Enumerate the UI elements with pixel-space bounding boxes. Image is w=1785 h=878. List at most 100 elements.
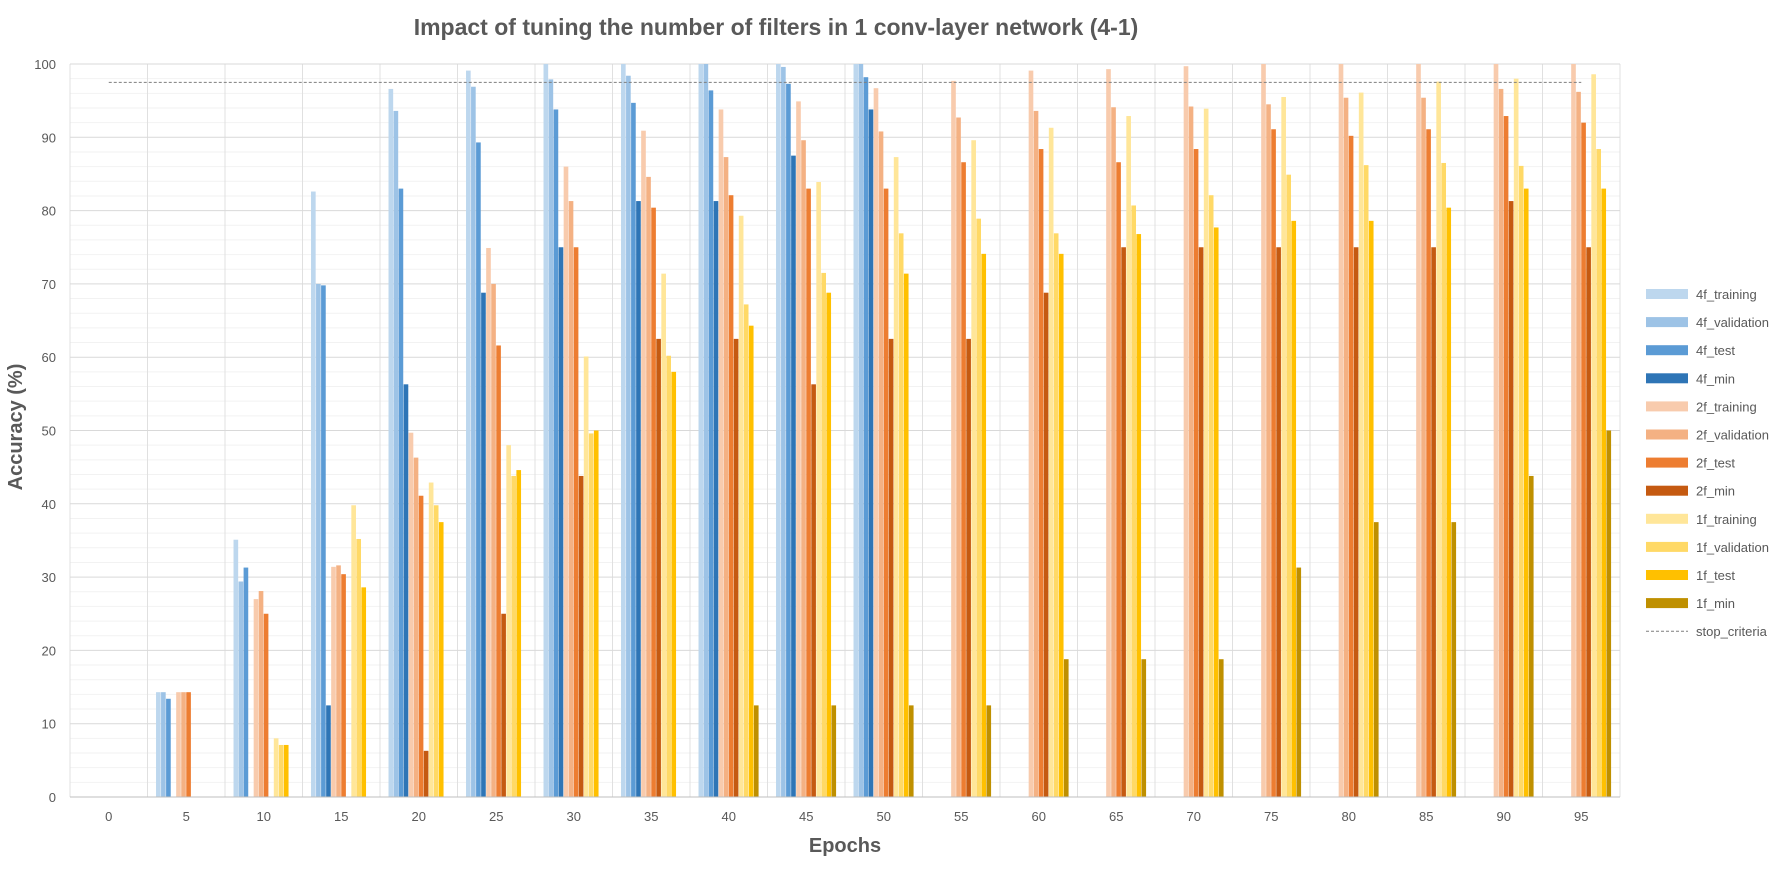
bar-1f_test-80 [1368, 220, 1374, 798]
y-tick-label: 20 [42, 643, 56, 658]
bar-2f_test-25 [496, 345, 501, 797]
bar-4f_min-30 [558, 247, 564, 797]
bar-2f_validation-75 [1266, 104, 1271, 797]
bar-2f_training-55 [951, 80, 956, 798]
bar-1f_validation-20 [433, 505, 439, 797]
legend-swatch-2f_test [1646, 457, 1688, 468]
axes: 0 10 20 30 40 50 60 70 80 90 100 0 5 10 15 20 25 30 35 40 45… [34, 57, 1620, 824]
bar-1f_training-95 [1591, 74, 1596, 797]
bar-2f_training-60 [1028, 70, 1034, 798]
bar-4f_test-30 [553, 109, 559, 797]
bar-2f_test-15 [341, 574, 346, 797]
bar-2f_training-95 [1571, 64, 1576, 797]
bar-2f_min-70 [1198, 247, 1204, 797]
bar-1f_min-75 [1296, 567, 1302, 797]
bar-4f_test-20 [398, 188, 404, 798]
bar-2f_test-75 [1271, 129, 1276, 798]
legend-swatch-4f_training [1646, 289, 1688, 299]
legend-label-4f_test: 4f_test [1696, 343, 1735, 358]
bar-2f_training-90 [1493, 64, 1499, 797]
bar-1f_training-85 [1436, 81, 1441, 798]
y-tick-label: 60 [42, 350, 56, 365]
bar-4f_validation-25 [471, 86, 476, 798]
x-tick-label: 55 [954, 809, 968, 824]
bar-2f_min-40 [733, 338, 739, 798]
bar-1f_training-50 [893, 157, 899, 798]
legend-label-4f_training: 4f_training [1696, 287, 1757, 302]
x-tick-label: 65 [1109, 809, 1123, 824]
bar-4f_training-50 [853, 64, 859, 797]
bar-4f_validation-35 [626, 75, 631, 798]
bar-1f_test-30 [593, 430, 599, 797]
bar-1f_validation-65 [1131, 205, 1136, 798]
bar-1f_validation-30 [588, 433, 594, 797]
bar-1f_training-45 [816, 182, 821, 797]
bar-1f_validation-35 [666, 355, 671, 797]
bar-2f_training-25 [486, 247, 491, 798]
bar-2f_test-80 [1348, 135, 1354, 797]
y-tick-label: 70 [42, 277, 56, 292]
bar-1f_validation-50 [898, 233, 904, 797]
legend-label-stop-criteria: stop_criteria [1696, 624, 1768, 639]
y-tick-label: 90 [42, 130, 56, 145]
x-tick-label: 95 [1574, 809, 1588, 824]
bar-4f_validation-10 [238, 581, 244, 797]
bar-1f_min-70 [1218, 659, 1224, 797]
bar-4f_validation-50 [858, 64, 864, 797]
bar-1f_training-10 [273, 738, 279, 797]
bar-4f_validation-5 [161, 692, 166, 797]
bar-2f_test-90 [1503, 116, 1509, 798]
bar-2f_min-60 [1043, 292, 1049, 797]
bar-1f_test-65 [1136, 234, 1142, 797]
x-tick-label: 30 [567, 809, 581, 824]
bar-1f_min-95 [1606, 430, 1612, 797]
bar-1f_training-25 [506, 445, 511, 797]
bar-4f_training-5 [156, 692, 161, 797]
legend-label-2f_training: 2f_training [1696, 399, 1757, 414]
legend-swatch-4f_validation [1646, 317, 1688, 328]
bar-4f_test-25 [476, 142, 481, 797]
bar-1f_test-50 [903, 273, 909, 797]
bar-4f_validation-45 [781, 66, 786, 798]
bar-2f_min-50 [888, 338, 894, 798]
bar-4f_test-50 [863, 77, 869, 797]
bar-1f_validation-40 [743, 304, 749, 797]
bar-2f_min-80 [1353, 247, 1359, 797]
legend-swatch-4f_test [1646, 345, 1688, 356]
bar-1f_min-65 [1141, 659, 1147, 797]
x-tick-label: 70 [1187, 809, 1201, 824]
bar-1f_validation-95 [1596, 149, 1601, 797]
legend-swatch-1f_training [1646, 513, 1688, 524]
bar-2f_test-60 [1038, 149, 1044, 797]
bar-1f_training-35 [661, 273, 666, 797]
x-tick-label: 50 [877, 809, 891, 824]
bar-4f_validation-20 [393, 110, 399, 797]
bar-1f_test-55 [981, 253, 987, 798]
bar-1f_training-20 [428, 482, 434, 797]
bar-2f_validation-5 [181, 692, 186, 797]
bar-2f_training-45 [796, 101, 801, 797]
bar-1f_min-85 [1451, 522, 1457, 798]
bar-1f_min-50 [908, 705, 914, 798]
x-tick-label: 5 [183, 809, 190, 824]
bar-2f_training-80 [1338, 64, 1344, 797]
bar-2f_training-35 [641, 130, 646, 797]
bar-2f_test-30 [573, 247, 579, 797]
bar-2f_training-10 [253, 599, 259, 797]
bar-1f_test-85 [1446, 207, 1452, 798]
bar-4f_validation-40 [703, 64, 709, 797]
bar-2f_training-20 [408, 432, 414, 797]
bar-2f_validation-15 [336, 565, 341, 797]
bar-1f_test-70 [1213, 227, 1219, 797]
bar-4f_min-40 [713, 201, 719, 797]
x-tick-label: 40 [722, 809, 736, 824]
legend-swatch-1f_validation [1646, 541, 1688, 552]
legend-label-1f_training: 1f_training [1696, 512, 1757, 527]
bar-2f_min-85 [1431, 247, 1436, 797]
bar-2f_validation-30 [568, 201, 574, 797]
bar-1f_min-45 [831, 705, 837, 798]
bar-4f_training-30 [543, 64, 549, 797]
bar-1f_test-25 [516, 470, 522, 797]
bar-2f_min-65 [1121, 247, 1126, 797]
